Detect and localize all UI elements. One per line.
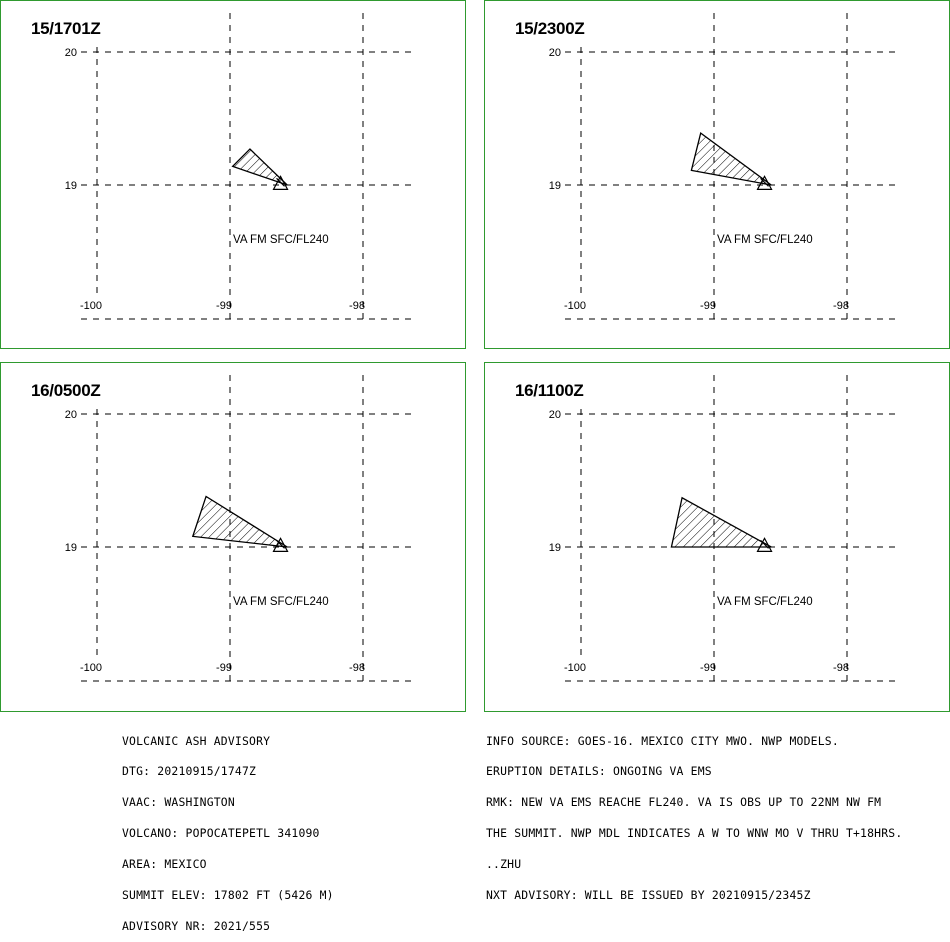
- panel-title: 15/2300Z: [515, 19, 585, 38]
- advisory-line: VOLCANO: POPOCATEPETL 341090: [122, 826, 320, 841]
- advisory-right: INFO SOURCE: GOES-16. MEXICO CITY MWO. N…: [486, 715, 902, 911]
- advisory-line: AREA: MEXICO: [122, 857, 207, 872]
- lon-tick-label: -98: [833, 662, 849, 674]
- volcano-icon: [756, 537, 773, 552]
- lat-tick-label: 19: [549, 180, 561, 192]
- advisory-line: NXT ADVISORY: WILL BE ISSUED BY 20210915…: [486, 888, 811, 903]
- lon-tick-label: -100: [564, 300, 586, 312]
- lon-tick-label: -99: [216, 662, 232, 674]
- lon-tick-label: -99: [216, 300, 232, 312]
- panel-2: 20 19 -100 -99 -98 VA FM SFC/FL240 15/2300Z: [484, 0, 950, 349]
- lon-tick-label: -99: [700, 662, 716, 674]
- lon-tick-label: -100: [80, 662, 102, 674]
- advisory-line: SUMMIT ELEV: 17802 FT (5426 M): [122, 888, 334, 903]
- map-1: 20 19 -100 -99 -98 VA FM SFC/FL240: [65, 13, 413, 321]
- lat-tick-label: 19: [65, 180, 77, 192]
- lat-tick-label: 20: [549, 409, 561, 421]
- advisory-line: ADVISORY NR: 2021/555: [122, 918, 271, 933]
- panel-title: 16/1100Z: [515, 381, 584, 400]
- advisory-line: ERUPTION DETAILS: ONGOING VA EMS: [486, 764, 712, 779]
- ash-polygon: [670, 496, 772, 548]
- layer-label: VA FM SFC/FL240: [233, 596, 329, 608]
- layer-label: VA FM SFC/FL240: [717, 596, 813, 608]
- volcano-icon: [756, 175, 773, 190]
- panel-4: 20 19 -100 -99 -98 VA FM SFC/FL240 16/1100Z: [484, 362, 950, 712]
- layer-label: VA FM SFC/FL240: [717, 234, 813, 246]
- volcano-icon: [272, 537, 289, 552]
- layer-label: VA FM SFC/FL240: [233, 234, 329, 246]
- volcano-icon-mark: [276, 177, 285, 187]
- advisory-left: VOLCANIC ASH ADVISORY DTG: 20210915/1747…: [122, 715, 334, 942]
- lon-tick-label: -100: [564, 662, 586, 674]
- advisory-line: DTG: 20210915/1747Z: [122, 764, 257, 779]
- advisory-line: RMK: NEW VA EMS REACHE FL240. VA IS OBS …: [486, 795, 882, 810]
- map-4: 20 19 -100 -99 -98 VA FM SFC/FL240: [549, 375, 897, 683]
- lat-tick-label: 20: [65, 47, 77, 59]
- panel-title: 16/0500Z: [31, 381, 101, 400]
- volcano-icon-mark: [760, 539, 769, 549]
- panel-3: 20 19 -100 -99 -98 VA FM SFC/FL240 16/0500Z: [0, 362, 466, 712]
- lon-tick-label: -98: [349, 300, 365, 312]
- lat-tick-label: 20: [65, 409, 77, 421]
- panel-1: 20 19 -100 -99 -98 VA FM SFC/FL240 15/1701Z: [0, 0, 466, 349]
- advisory-line: ..ZHU: [486, 857, 522, 872]
- volcano-icon-mark: [760, 177, 769, 187]
- volcano-icon: [272, 175, 289, 190]
- ash-polygon: [191, 495, 288, 548]
- lat-tick-label: 20: [549, 47, 561, 59]
- advisory-line: VOLCANIC ASH ADVISORY: [122, 733, 271, 748]
- lon-tick-label: -98: [833, 300, 849, 312]
- advisory-line: THE SUMMIT. NWP MDL INDICATES A W TO WNW…: [486, 826, 903, 841]
- lon-tick-label: -100: [80, 300, 102, 312]
- lat-tick-label: 19: [65, 542, 77, 554]
- map-3: 20 19 -100 -99 -98 VA FM SFC/FL240: [65, 375, 413, 683]
- ash-polygon: [690, 132, 772, 186]
- volcano-icon-mark: [276, 539, 285, 549]
- advisory-line: INFO SOURCE: GOES-16. MEXICO CITY MWO. N…: [486, 733, 839, 748]
- advisory-line: VAAC: WASHINGTON: [122, 795, 235, 810]
- ash-polygon: [231, 148, 288, 186]
- lat-tick-label: 19: [549, 542, 561, 554]
- panel-title: 15/1701Z: [31, 19, 101, 38]
- map-2: 20 19 -100 -99 -98 VA FM SFC/FL240: [549, 13, 897, 321]
- lon-tick-label: -99: [700, 300, 716, 312]
- lon-tick-label: -98: [349, 662, 365, 674]
